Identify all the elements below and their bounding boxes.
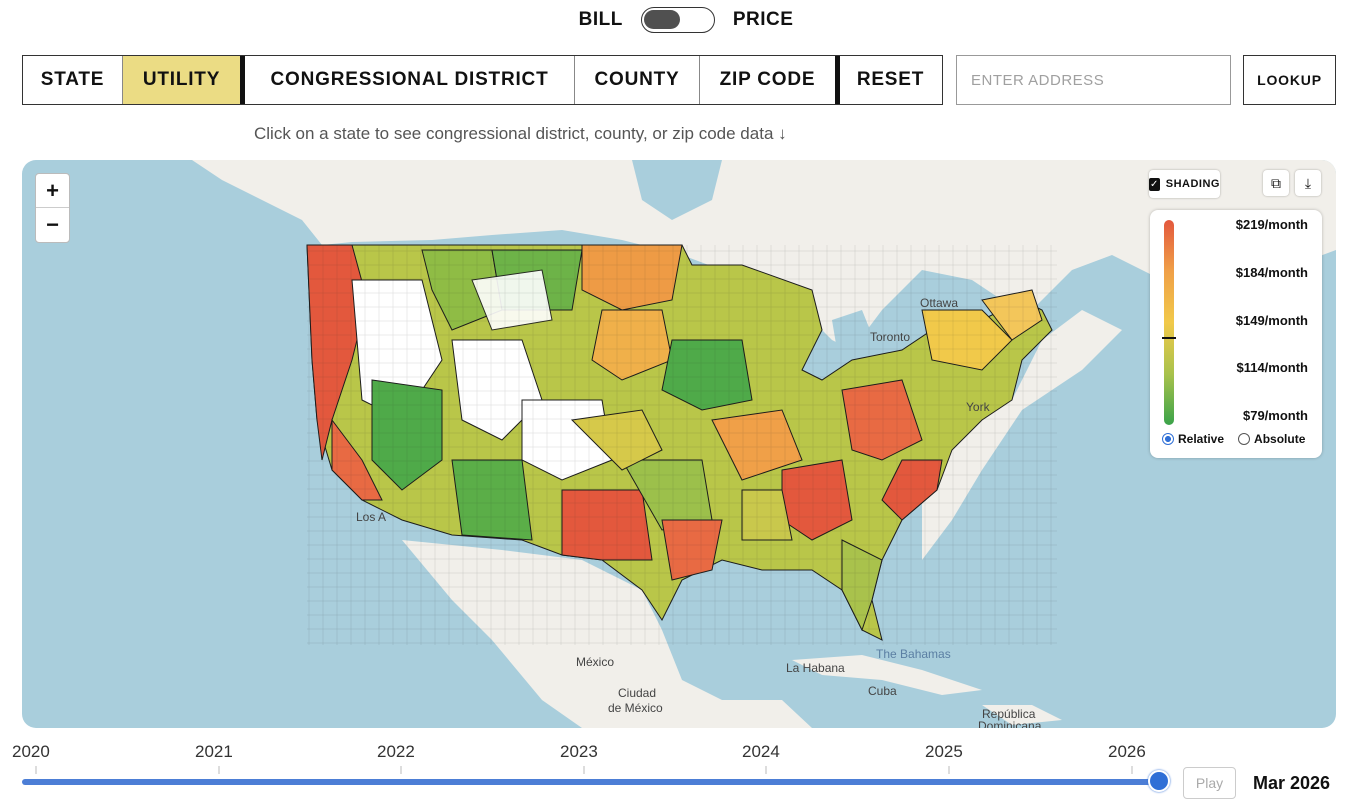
zoom-out-button[interactable]: − [46, 212, 59, 237]
cuba [792, 655, 982, 695]
instruction-text: Click on a state to see congressional di… [254, 124, 787, 143]
legend: $219/month $184/month $149/month $114/mo… [1150, 210, 1322, 458]
year-label: 2024 [742, 742, 780, 761]
lookup-button[interactable]: LOOKUP [1243, 55, 1336, 105]
relative-label: Relative [1178, 432, 1225, 446]
download-icon[interactable]: ⤓ [1295, 170, 1321, 196]
year-label: 2023 [560, 742, 598, 761]
play-button[interactable]: Play [1183, 767, 1236, 799]
tab-utility[interactable]: UTILITY [123, 56, 245, 104]
price-label: PRICE [732, 9, 794, 30]
bill-price-switch[interactable] [640, 7, 715, 33]
map[interactable]: + − ✓ SHADING ⧉ ⤓ $219/month $184/month … [22, 160, 1336, 728]
place-de-mexico: de México [608, 701, 663, 715]
shading-toggle[interactable]: ✓ SHADING [1149, 170, 1220, 198]
copy-icon[interactable]: ⧉ [1263, 170, 1289, 196]
legend-gradient [1164, 220, 1174, 425]
year-label: 2020 [12, 742, 50, 761]
radio-empty-icon [1238, 433, 1251, 445]
bill-label: BILL [578, 9, 623, 30]
place-york: York [966, 400, 990, 414]
timeline-slider-handle[interactable] [1148, 770, 1170, 792]
tab-state[interactable]: STATE [23, 56, 123, 104]
address-input[interactable] [971, 71, 1230, 89]
timeline-ticks [35, 766, 1133, 774]
place-ottawa: Ottawa [920, 296, 959, 310]
legend-label-high: $184/month [1235, 265, 1308, 280]
place-cuba: Cuba [868, 684, 897, 698]
zoom-in-button[interactable]: + [36, 174, 69, 208]
legend-label-mid: $149/month [1235, 313, 1308, 328]
radio-selected-icon [1162, 433, 1174, 445]
reset-button[interactable]: RESET [840, 56, 941, 104]
legend-label-min: $79/month [1242, 408, 1308, 423]
tab-zip-code[interactable]: ZIP CODE [700, 56, 840, 104]
legend-label-low: $114/month [1236, 360, 1308, 375]
tab-congressional-district[interactable]: CONGRESSIONAL DISTRICT [245, 56, 575, 104]
place-bahamas: The Bahamas [876, 647, 951, 661]
absolute-label: Absolute [1254, 432, 1306, 446]
place-ciudad: Ciudad [618, 686, 657, 700]
address-field [956, 55, 1231, 105]
checkbox-checked-icon: ✓ [1149, 177, 1160, 191]
place-dominicana: Dominicana [978, 719, 1042, 728]
legend-label-max: $219/month [1235, 217, 1308, 232]
timeline-slider-track[interactable] [22, 779, 1160, 785]
utility-boundaries [307, 245, 1057, 645]
shading-label: SHADING [1165, 178, 1220, 190]
current-date: Mar 2026 [1253, 773, 1331, 793]
legend-marker [1162, 337, 1176, 339]
place-mexico: México [576, 655, 615, 669]
year-label: 2022 [377, 742, 415, 761]
place-republica: República [982, 707, 1036, 721]
geography-tabs: STATE UTILITY CONGRESSIONAL DISTRICT COU… [22, 55, 943, 105]
relative-option[interactable]: Relative [1162, 432, 1224, 446]
zoom-control: + − [35, 173, 70, 243]
place-la-habana: La Habana [786, 661, 845, 675]
bill-price-toggle: BILL PRICE [0, 6, 1372, 34]
timeline-years: 2020 2021 2022 2023 2024 2025 2026 [0, 742, 1372, 764]
year-label: 2021 [195, 742, 233, 761]
place-toronto: Toronto [870, 330, 911, 344]
year-label: 2026 [1108, 742, 1146, 761]
map-canvas [192, 160, 1336, 728]
tab-county[interactable]: COUNTY [575, 56, 700, 104]
place-los-angeles: Los A [356, 510, 387, 524]
year-label: 2025 [925, 742, 963, 761]
absolute-option[interactable]: Absolute [1238, 432, 1305, 446]
switch-knob [643, 10, 680, 29]
scale-mode: Relative Absolute [1162, 432, 1305, 446]
